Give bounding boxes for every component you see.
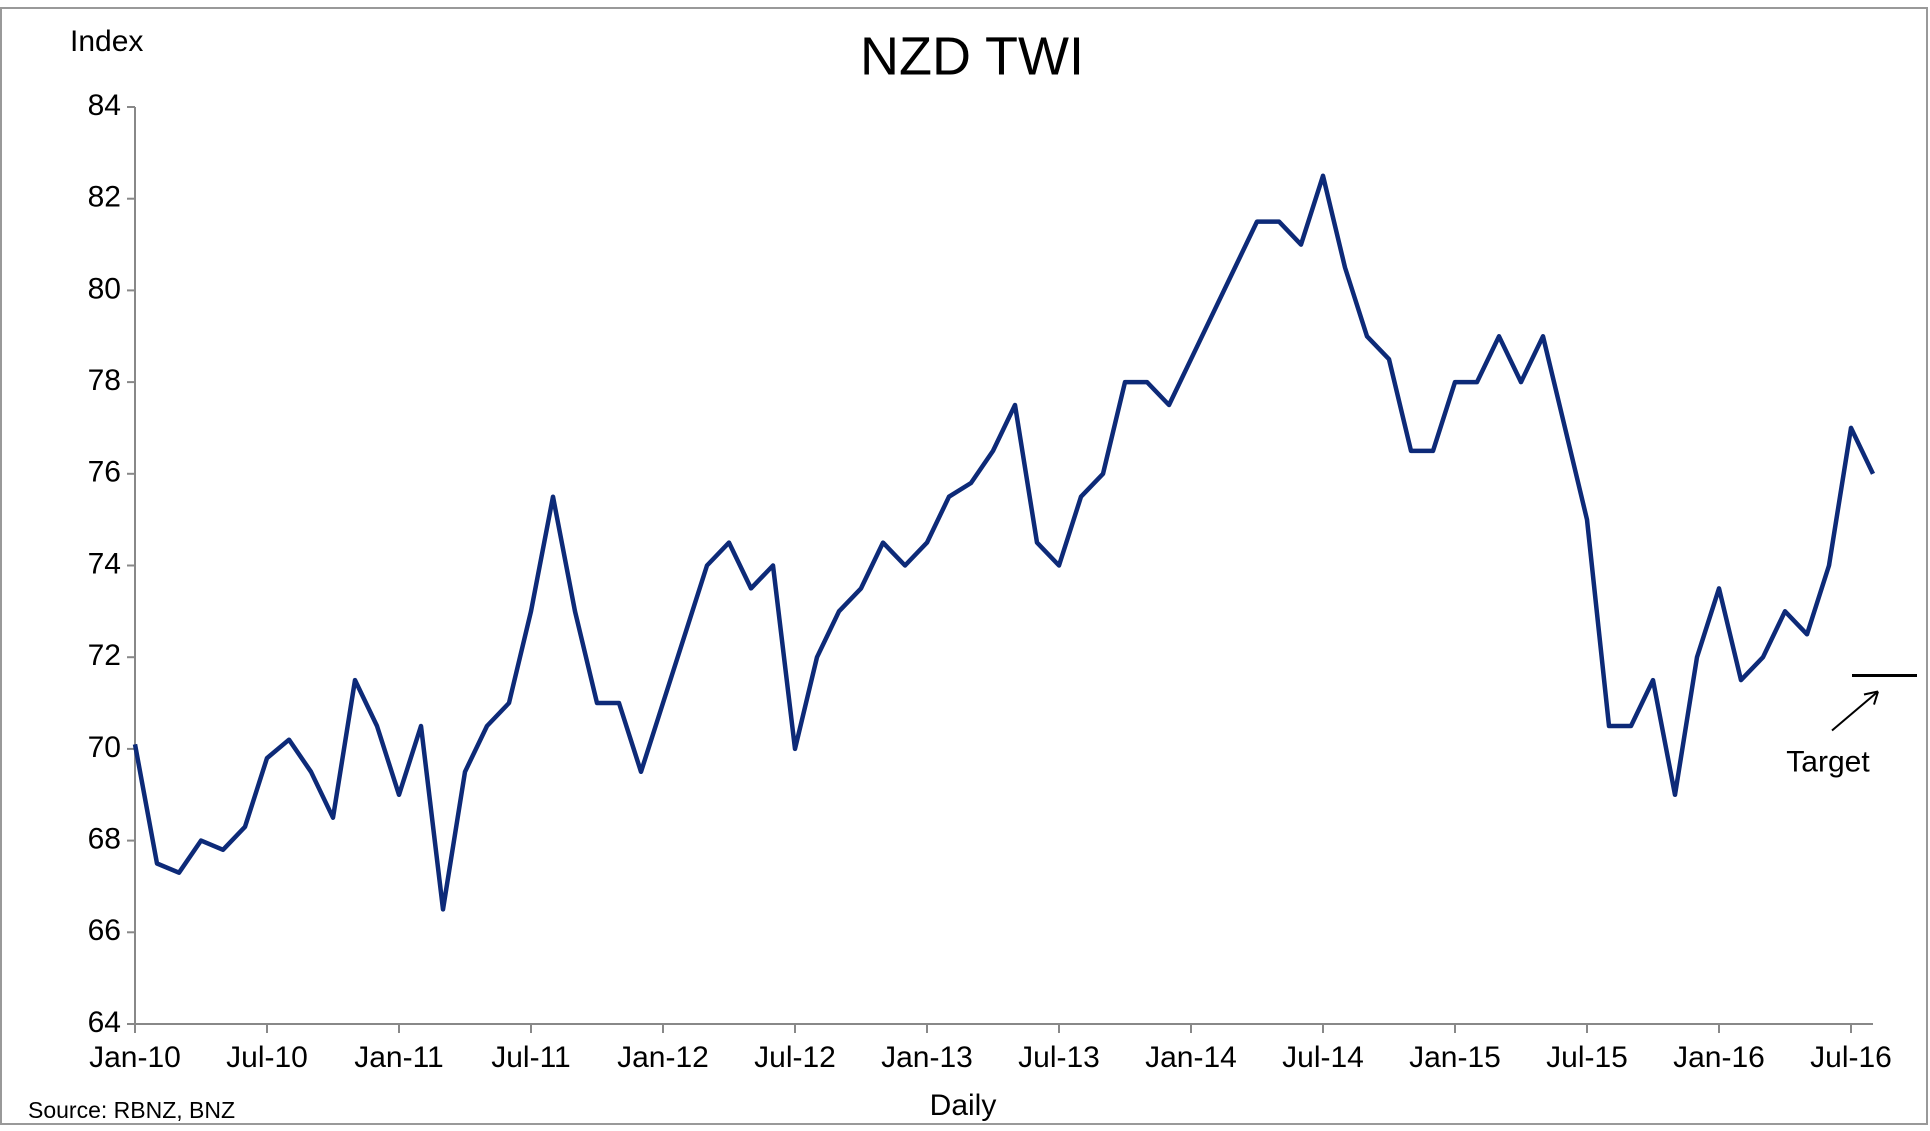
y-tick-label: 80 [88,272,121,305]
target-arrowhead [1863,690,1879,705]
y-tick-label: 66 [88,914,121,947]
x-tick-label: Jul-11 [491,1041,570,1074]
y-tick-label: 82 [88,181,121,214]
y-tick-label: 84 [88,89,121,122]
source: Source: RBNZ, BNZ [28,1097,235,1123]
y-tick-label: 70 [88,731,121,764]
y-tick-label: 64 [88,1006,121,1039]
x-tick-label: Jul-16 [1810,1041,1892,1074]
y-tick-label: 68 [88,823,121,856]
target-arrow [1831,690,1879,732]
x-tick-label: Jan-16 [1673,1041,1765,1074]
target-label: Target [1786,745,1870,778]
x-tick-label: Jan-15 [1409,1041,1501,1074]
y-tick-label: 78 [88,364,121,397]
y-tick-label: 72 [88,639,121,672]
x-tick-label: Jul-14 [1282,1041,1364,1074]
x-tick-label: Jul-12 [754,1041,836,1074]
x-tick-label: Jul-15 [1546,1041,1628,1074]
y-tick-label: 74 [88,547,121,580]
x-tick-label: Jan-13 [881,1041,973,1074]
series-line [132,173,1876,912]
x-axis-label: Daily [930,1089,997,1122]
x-tick-label: Jul-13 [1018,1041,1100,1074]
x-tick-label: Jan-14 [1145,1041,1237,1074]
x-tick-label: Jan-11 [354,1041,444,1074]
y-tick-label: 76 [88,456,121,489]
x-tick-label: Jan-10 [89,1041,181,1074]
x-tick-label: Jul-10 [226,1041,308,1074]
y-axis-label: Index [70,25,143,58]
frame [0,7,1928,1125]
chart-title: NZD TWI [860,26,1084,86]
x-tick-label: Jan-12 [617,1041,709,1074]
